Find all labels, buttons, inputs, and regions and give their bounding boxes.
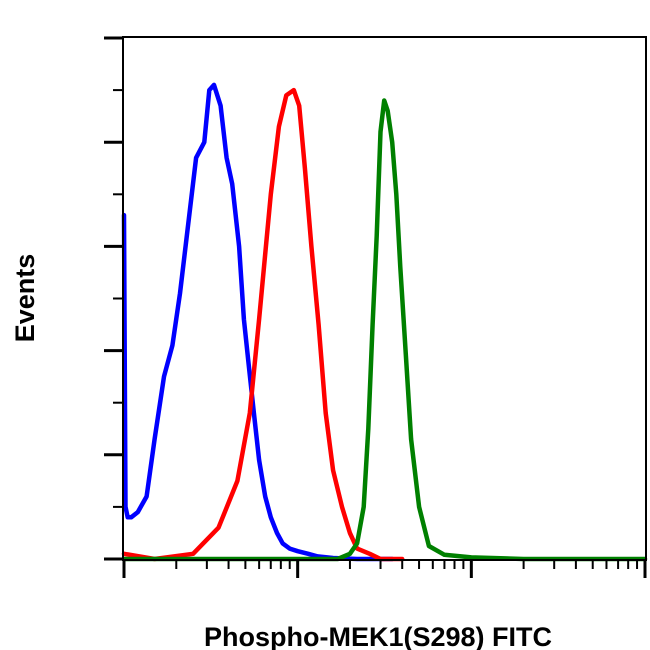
x-axis-label: Phospho-MEK1(S298) FITC	[204, 622, 552, 650]
x-axis	[122, 560, 647, 578]
y-axis-label: Events	[10, 254, 40, 343]
histogram-series-3	[121, 98, 648, 562]
series-layer	[121, 82, 648, 562]
histogram-series-1	[121, 82, 395, 562]
y-axis	[104, 36, 123, 561]
histogram-series-2	[121, 87, 405, 562]
